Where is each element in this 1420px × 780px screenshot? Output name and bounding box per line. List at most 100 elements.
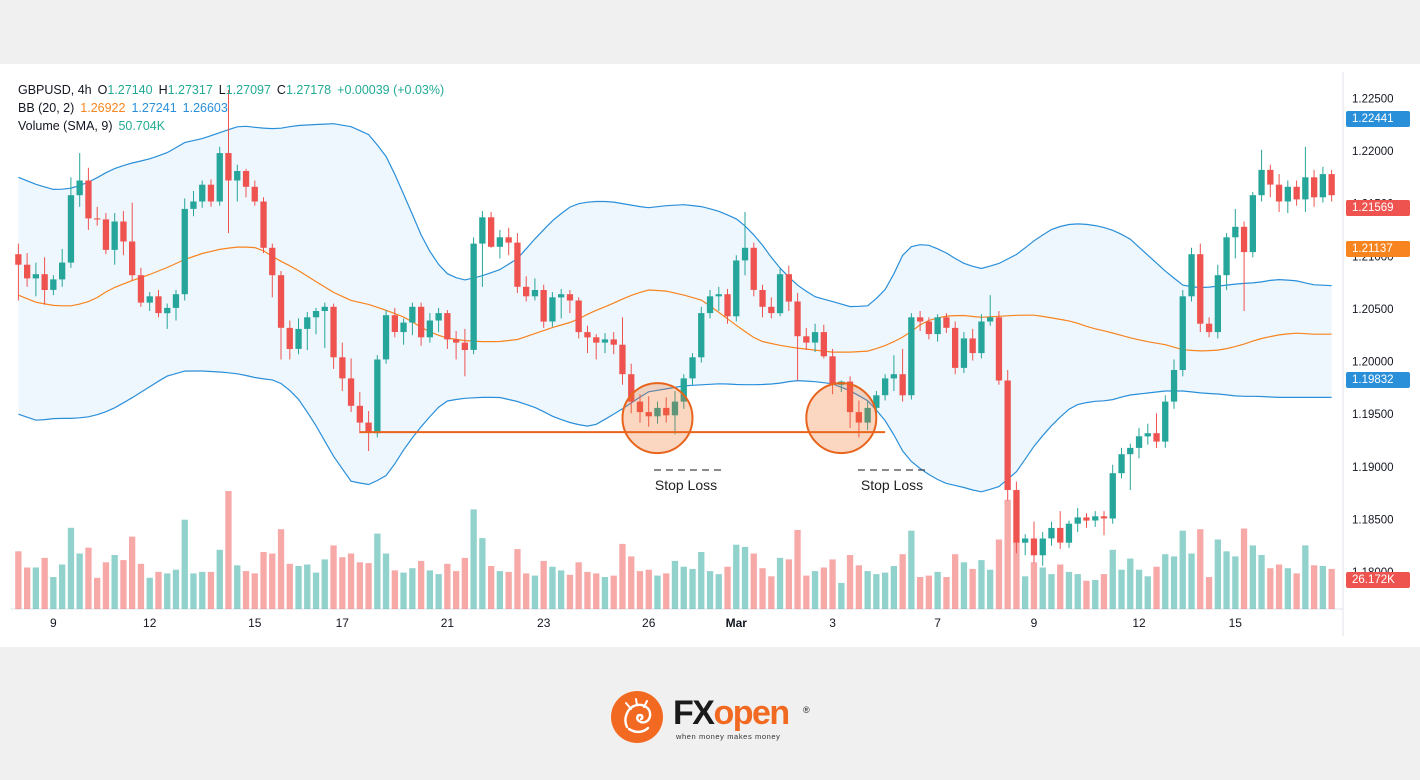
- volume-bar: [1319, 566, 1326, 609]
- candle: [540, 284, 547, 328]
- volume-bar: [94, 577, 101, 609]
- volume-bar: [1083, 580, 1090, 609]
- candle-body: [882, 378, 889, 396]
- candle: [321, 302, 328, 348]
- candle: [76, 153, 83, 207]
- volume-bar: [811, 571, 819, 609]
- candle-body: [488, 217, 495, 247]
- candle: [365, 411, 372, 452]
- volume-bar: [32, 567, 39, 609]
- volume-bar: [724, 566, 731, 609]
- candle-body: [67, 195, 75, 263]
- volume-bar: [1039, 567, 1046, 609]
- candle-body: [15, 254, 22, 265]
- candle-body: [960, 338, 968, 368]
- candle: [59, 248, 66, 287]
- volume-bar: [67, 527, 75, 609]
- candle-body: [41, 274, 48, 290]
- candle: [251, 180, 258, 206]
- price-tick-label: 1.20500: [1352, 304, 1394, 316]
- volume-bar: [1284, 568, 1291, 609]
- volume-bar: [820, 567, 827, 609]
- candle: [1127, 443, 1134, 490]
- volume-tag-last: 26.172K: [1346, 572, 1410, 588]
- candle: [724, 288, 731, 324]
- volume-bar: [1135, 569, 1143, 609]
- candle-body: [1284, 186, 1291, 202]
- candle-body: [461, 342, 468, 350]
- time-tick-label: 15: [1229, 616, 1243, 630]
- candle: [1197, 243, 1204, 333]
- candle: [172, 290, 180, 321]
- volume-bar: [1109, 549, 1116, 609]
- candle: [225, 89, 232, 234]
- candle: [558, 288, 565, 319]
- candle: [601, 333, 609, 354]
- candle-body: [558, 294, 565, 298]
- volume-bar: [601, 577, 609, 609]
- price-tag-bb-lower: 1.19832: [1346, 372, 1410, 388]
- candle-body: [628, 374, 635, 402]
- candle: [312, 307, 320, 335]
- candle: [1004, 370, 1011, 501]
- candle: [155, 290, 162, 318]
- candle-body: [1328, 174, 1335, 196]
- candle-body: [733, 260, 740, 317]
- candle-body: [479, 217, 486, 244]
- volume-bar: [943, 577, 950, 609]
- volume-bar: [1232, 556, 1239, 609]
- volume-bar: [882, 572, 889, 609]
- candle: [794, 293, 801, 381]
- time-tick-label: 12: [1132, 616, 1146, 630]
- candle: [1275, 174, 1283, 212]
- candle: [706, 290, 714, 319]
- candle: [1311, 169, 1318, 207]
- candle: [199, 180, 206, 208]
- volume-bar: [409, 568, 416, 609]
- candle-body: [1162, 401, 1169, 442]
- price-tag-last-price: 1.21569: [1346, 200, 1410, 216]
- candle-body: [593, 337, 600, 343]
- volume-bar: [803, 575, 810, 609]
- candle: [356, 392, 363, 434]
- candle: [1240, 221, 1248, 311]
- volume-bar: [347, 553, 355, 609]
- candle: [470, 237, 477, 355]
- candle-body: [1302, 177, 1309, 200]
- volume-bar: [374, 533, 381, 609]
- volume-bars: [15, 491, 1335, 609]
- volume-bar: [890, 566, 897, 609]
- volume-bar: [418, 560, 425, 609]
- candle: [496, 229, 503, 259]
- candle-body: [59, 262, 66, 280]
- volume-bar: [750, 553, 757, 609]
- stop-loss-label-2: Stop Loss: [861, 477, 923, 493]
- volume-bar: [593, 573, 600, 609]
- candle: [269, 243, 276, 298]
- candle-body: [943, 317, 950, 328]
- candle-body: [382, 315, 390, 360]
- wordmark-open: open: [713, 694, 790, 732]
- candle-body: [1275, 184, 1283, 202]
- candle: [943, 313, 950, 334]
- price-chart[interactable]: Stop Loss Stop Loss 1.225001.220001.2150…: [0, 64, 1420, 647]
- volume-bar: [785, 559, 792, 609]
- volume-bar: [102, 562, 110, 609]
- stop-loss-highlight-circle-2: [805, 382, 878, 455]
- candle: [864, 401, 871, 430]
- volume-bar: [917, 577, 924, 609]
- candle: [32, 262, 39, 297]
- volume-bar: [111, 555, 118, 609]
- candle-body: [523, 286, 530, 297]
- volume-bar: [1328, 568, 1335, 609]
- volume-bar: [1127, 558, 1134, 609]
- candle: [645, 396, 652, 427]
- price-tick-label: 1.21000: [1352, 251, 1394, 263]
- candle: [566, 290, 574, 314]
- candle: [636, 394, 644, 423]
- candle: [1162, 395, 1169, 448]
- candle-body: [164, 307, 171, 314]
- candle-body: [269, 247, 276, 276]
- fxopen-wordmark: FXopen: [673, 694, 790, 732]
- volume-bar: [286, 563, 293, 609]
